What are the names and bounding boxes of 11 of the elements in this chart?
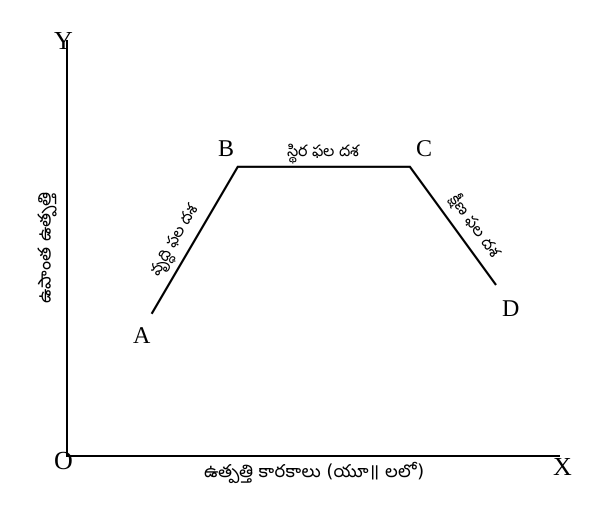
text: X — [553, 452, 572, 481]
x-axis-title: ఉత్పత్తి కారకాలు (యూ॥ లలో) — [204, 461, 424, 484]
annotation: A — [133, 323, 151, 349]
annotation: D — [502, 296, 520, 322]
text: Y — [54, 26, 73, 55]
text: స్థిర ఫల దశ — [287, 141, 360, 164]
annotation: క్షీణ ఫల దశ — [445, 190, 505, 262]
text: B — [218, 136, 234, 162]
text: C — [416, 136, 432, 162]
annotation: వృద్ధి ఫల దశ — [144, 200, 206, 280]
y-axis-title: ఉపాంత ఉత్పత్తి — [34, 192, 58, 303]
